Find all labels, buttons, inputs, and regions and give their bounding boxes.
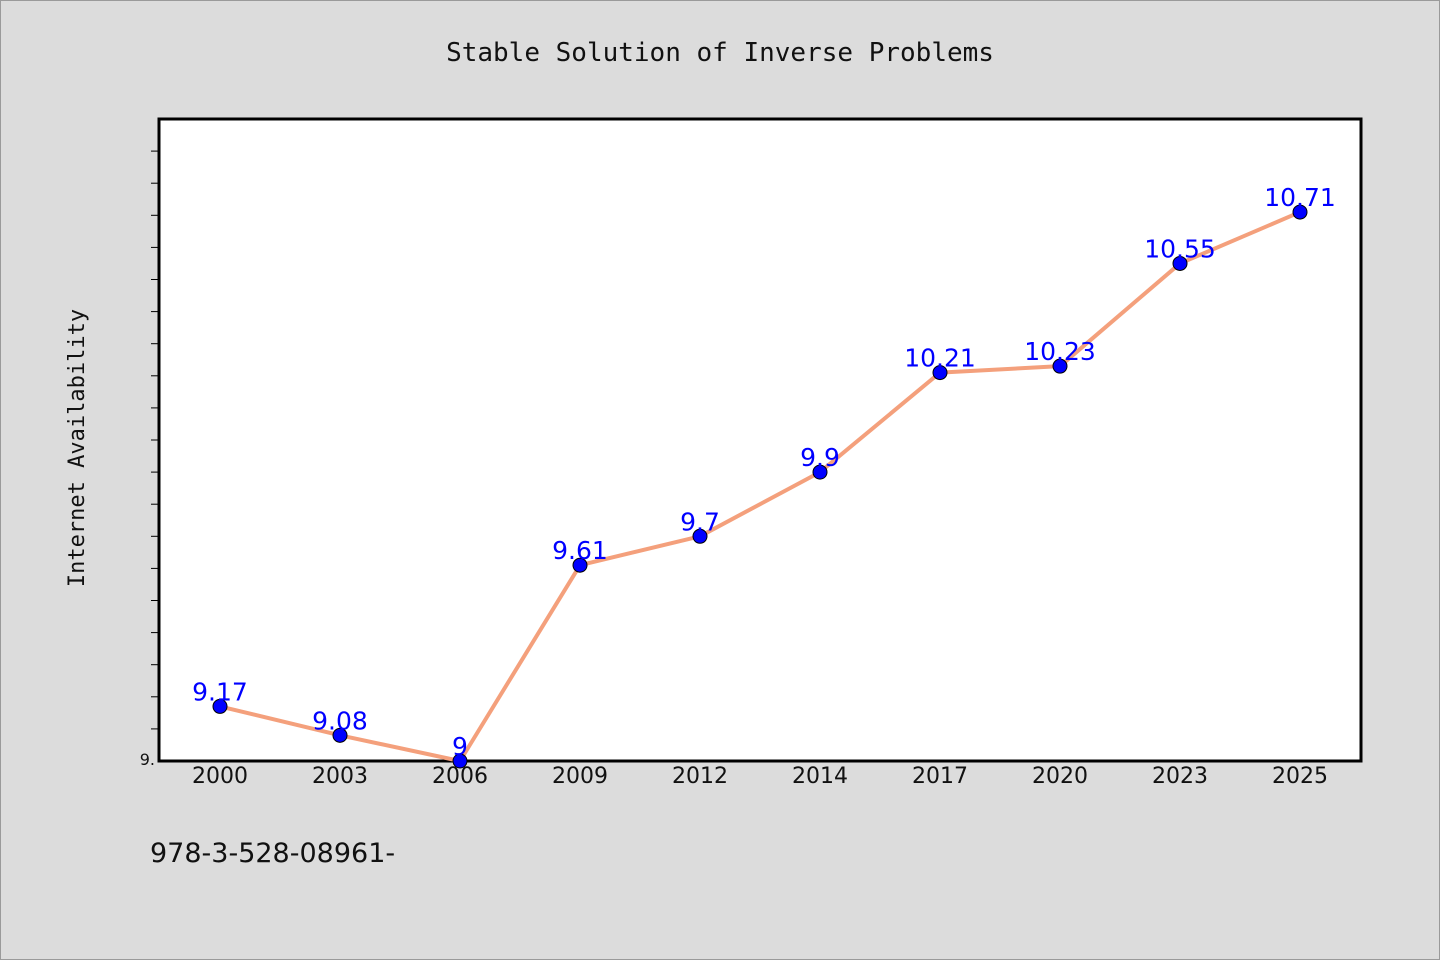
data-label: 9 (452, 732, 468, 761)
x-tick-label: 2012 (672, 764, 728, 789)
data-label: 9.17 (192, 677, 248, 706)
x-tick-label: 2023 (1152, 764, 1208, 789)
x-tick-label: 2017 (912, 764, 968, 789)
plot-area (157, 117, 1363, 763)
data-point-marker (1172, 255, 1188, 271)
data-point-marker (932, 365, 948, 381)
data-label: 10.71 (1264, 183, 1336, 212)
x-axis-tick-labels: 2000 2003 2006 2009 2012 2014 2017 2020 2023 2025 (192, 764, 1328, 789)
data-point-marker (692, 528, 708, 544)
x-tick-label: 2000 (192, 764, 248, 789)
data-labels: 9.17 9.08 9 9.61 9.7 9.9 10.21 10.23 10.55 10.71 (192, 183, 1336, 761)
series-markers (212, 204, 1308, 769)
data-label: 10.55 (1144, 234, 1216, 263)
data-point-marker (812, 464, 828, 480)
footer-isbn-text: 978-3-528-08961- (150, 838, 395, 869)
x-tick-label: 2003 (312, 764, 368, 789)
y-axis-title: Internet Availability (65, 309, 90, 587)
y-axis-min-label: 9. (140, 750, 155, 769)
x-tick-label: 2025 (1272, 764, 1328, 789)
data-point-marker (1292, 204, 1308, 220)
y-axis-ticks (151, 150, 159, 730)
x-tick-label: 2009 (552, 764, 608, 789)
data-point-marker (332, 727, 348, 743)
x-tick-label: 2014 (792, 764, 848, 789)
series-line (219, 210, 1301, 763)
chart-title: Stable Solution of Inverse Problems (446, 38, 994, 68)
data-label: 10.23 (1024, 337, 1096, 366)
data-label: 9.08 (312, 706, 368, 735)
data-label: 9.7 (680, 507, 720, 536)
data-point-marker (572, 557, 588, 573)
data-label: 9.61 (552, 536, 608, 565)
data-point-marker (452, 753, 468, 769)
data-point-marker (1052, 358, 1068, 374)
data-label: 10.21 (904, 344, 976, 373)
x-tick-label: 2020 (1032, 764, 1088, 789)
data-label: 9.9 (800, 443, 840, 472)
data-point-marker (212, 698, 228, 714)
